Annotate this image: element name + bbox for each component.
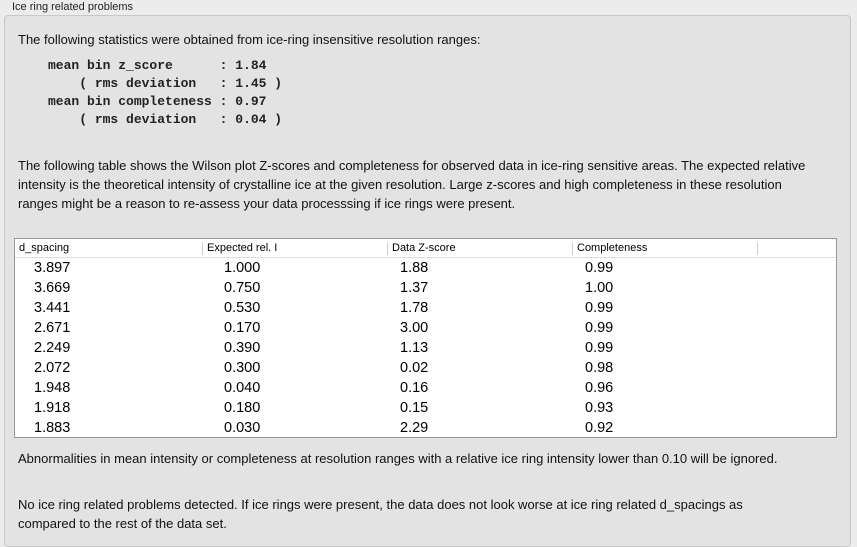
- column-header-expected-rel-i[interactable]: Expected rel. I: [202, 242, 387, 255]
- table-cell: 1.13: [400, 340, 429, 356]
- column-header-d-spacing[interactable]: d_spacing: [19, 242, 70, 254]
- table-description: The following table shows the Wilson plo…: [18, 158, 806, 211]
- table-cell: 0.99: [585, 340, 614, 356]
- table-cell: 0.040: [224, 380, 261, 396]
- table-cell: 2.249: [34, 340, 71, 356]
- table-cell: 0.99: [585, 320, 614, 336]
- table-cell: 0.030: [224, 420, 261, 436]
- table-cell: 1.883: [34, 420, 71, 436]
- table-cell: 0.99: [585, 300, 614, 316]
- table-cell: 0.02: [400, 360, 429, 376]
- table-row[interactable]: 1.918 0.180 0.15 0.93: [15, 398, 836, 418]
- table-cell: 0.16: [400, 380, 429, 396]
- table-cell: 0.98: [585, 360, 614, 376]
- table-row[interactable]: 3.441 0.530 1.78 0.99: [15, 298, 836, 318]
- table-cell: 1.88: [400, 260, 429, 276]
- table-row[interactable]: 1.948 0.040 0.16 0.96: [15, 378, 836, 398]
- table-cell: 3.441: [34, 300, 71, 316]
- intro-text: The following statistics were obtained f…: [18, 32, 481, 47]
- table-cell: 2.29: [400, 420, 429, 436]
- column-header-data-z-score[interactable]: Data Z-score: [387, 242, 572, 255]
- table-cell: 0.93: [585, 400, 614, 416]
- table-cell: 0.99: [585, 260, 614, 276]
- table-cell: 1.00: [585, 280, 614, 296]
- table-cell: 0.530: [224, 300, 261, 316]
- table-cell: 0.180: [224, 400, 261, 416]
- table-cell: 3.00: [400, 320, 429, 336]
- table-cell: 3.897: [34, 260, 71, 276]
- table-cell: 0.96: [585, 380, 614, 396]
- table-cell: 0.750: [224, 280, 261, 296]
- stat-line: mean bin z_score : 1.84: [48, 58, 267, 73]
- table-row[interactable]: 2.671 0.170 3.00 0.99: [15, 318, 836, 338]
- table-cell: 1.918: [34, 400, 71, 416]
- table-cell: 0.170: [224, 320, 261, 336]
- table-cell: 1.78: [400, 300, 429, 316]
- table-row[interactable]: 2.072 0.300 0.02 0.98: [15, 358, 836, 378]
- table-row[interactable]: 2.249 0.390 1.13 0.99: [15, 338, 836, 358]
- table-cell: 0.15: [400, 400, 429, 416]
- table-header: d_spacing Expected rel. I Data Z-score C…: [15, 239, 836, 258]
- table-cell: 2.671: [34, 320, 71, 336]
- stat-line: ( rms deviation : 0.04 ): [79, 112, 283, 127]
- table-cell: 1.948: [34, 380, 71, 396]
- table-row[interactable]: 3.669 0.750 1.37 1.00: [15, 278, 836, 298]
- table-row[interactable]: 1.883 0.030 2.29 0.92: [15, 418, 836, 438]
- table-cell: 1.000: [224, 260, 261, 276]
- stat-line: mean bin completeness : 0.97: [48, 94, 267, 109]
- table-cell: 2.072: [34, 360, 71, 376]
- table-row[interactable]: 3.897 1.000 1.88 0.99: [15, 258, 836, 278]
- column-header-completeness[interactable]: Completeness: [572, 242, 757, 255]
- table-cell: 1.37: [400, 280, 429, 296]
- ice-ring-table[interactable]: d_spacing Expected rel. I Data Z-score C…: [14, 238, 837, 438]
- stat-line: ( rms deviation : 1.45 ): [79, 76, 283, 91]
- group-title: Ice ring related problems: [12, 1, 134, 13]
- note-text: Abnormalities in mean intensity or compl…: [18, 451, 778, 466]
- table-cell: 3.669: [34, 280, 71, 296]
- table-cell: 0.390: [224, 340, 261, 356]
- table-cell: 0.92: [585, 420, 614, 436]
- conclusion-text: No ice ring related problems detected. I…: [18, 497, 743, 531]
- table-cell: 0.300: [224, 360, 261, 376]
- column-header-empty: [757, 242, 832, 255]
